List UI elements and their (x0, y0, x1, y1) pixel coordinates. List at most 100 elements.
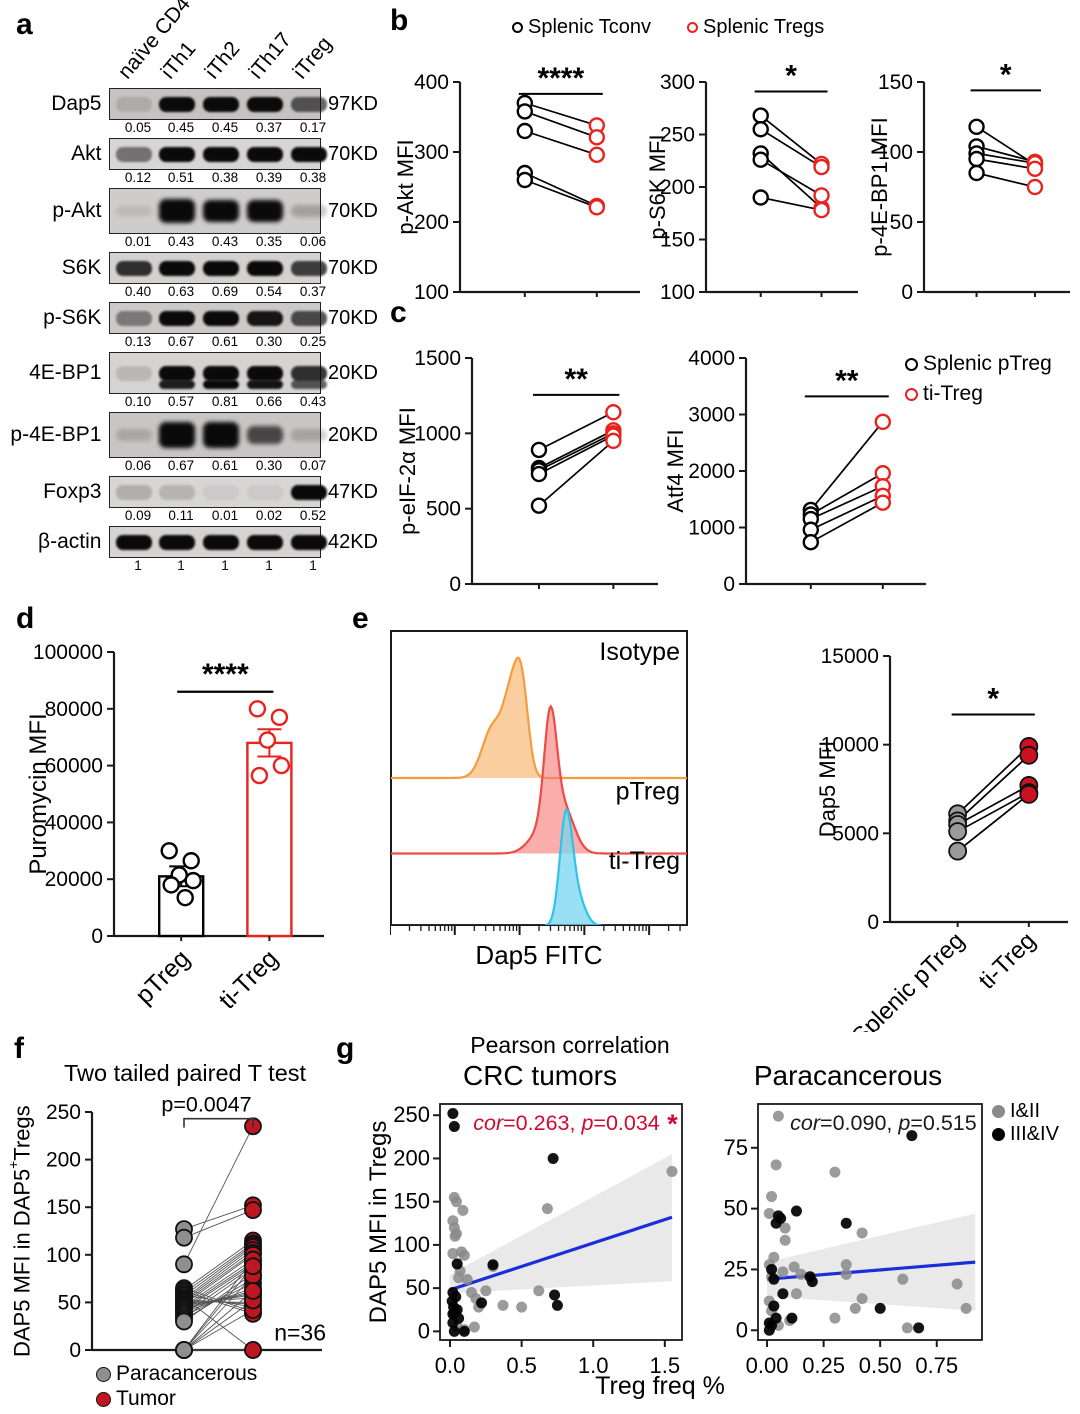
panel-b-legend: Splenic Tconv Splenic Tregs (512, 16, 824, 39)
band-quantification-value: 0.37 (255, 120, 283, 135)
band-quantification-row: 0.12 0.51 0.38 0.39 0.38 (114, 170, 336, 185)
protein-label: Dap5 (51, 92, 102, 115)
svg-text:400: 400 (414, 71, 449, 94)
data-points (175, 1117, 262, 1359)
svg-text:Isotype: Isotype (599, 638, 680, 666)
svg-text:0: 0 (901, 281, 913, 304)
band-quantification-value: 0.07 (299, 458, 327, 473)
band-quantification-value: 0.51 (167, 170, 195, 185)
svg-text:500: 500 (426, 498, 461, 521)
svg-text:ti-Treg: ti-Treg (609, 847, 680, 875)
svg-text:250: 250 (393, 1102, 430, 1127)
red-dot-icon (96, 1391, 111, 1407)
blot-row-4E-BP1: 4E-BP1 20KD (10, 352, 378, 394)
band-quantification-value: 0.66 (255, 394, 283, 409)
svg-text:1500: 1500 (414, 347, 461, 370)
svg-text:0.25: 0.25 (802, 1353, 845, 1378)
molecular-weight-label: 20KD (327, 423, 378, 446)
svg-text:100: 100 (414, 281, 449, 304)
svg-text:20000: 20000 (45, 868, 103, 891)
legend-item-tumor: Tumor (96, 1387, 257, 1411)
protein-label: p-Akt (52, 199, 102, 222)
blot-row-p-4E-BP1: p-4E-BP1 20KD (10, 412, 378, 458)
svg-text:Atf4 MFI: Atf4 MFI (666, 429, 688, 512)
svg-text:0: 0 (69, 1339, 81, 1362)
svg-text:100: 100 (46, 1244, 81, 1267)
panel-f-title: Two tailed paired T test (63, 1060, 307, 1086)
protein-label: 4E-BP1 (29, 361, 102, 384)
band-quantification-value: 0.30 (255, 334, 283, 349)
blot-band (116, 534, 153, 550)
svg-text:15000: 15000 (821, 645, 879, 668)
svg-text:p-S6K MFI: p-S6K MFI (648, 134, 670, 239)
blot-band (291, 96, 328, 112)
legend-label: III&IV (1010, 1123, 1059, 1145)
svg-text:200: 200 (660, 176, 695, 199)
svg-text:ti-Treg: ti-Treg (974, 927, 1041, 994)
blot-band (159, 422, 196, 448)
band-quantification-row: 0.10 0.57 0.81 0.66 0.43 (114, 394, 336, 409)
svg-text:1.0: 1.0 (578, 1353, 609, 1378)
atf4-mfi-chart: 0 1000 2000 3000 4000 Atf4 MFI ** (666, 347, 926, 596)
blot-band (247, 146, 284, 162)
band-quantification-value: 0.39 (255, 170, 283, 185)
blot-band (159, 146, 196, 162)
protein-label: Akt (71, 142, 102, 165)
p-s6k-mfi-chart: 100 150 200 250 300 p-S6K MFI * (648, 59, 858, 304)
pair-lines (976, 126, 1036, 188)
blot-band (247, 260, 284, 276)
blot-image (109, 302, 328, 334)
svg-text:*: * (785, 59, 797, 92)
blot-band (247, 534, 284, 550)
svg-text:100000: 100000 (33, 641, 103, 664)
svg-text:DAP5 MFI in Tregs: DAP5 MFI in Tregs (368, 1121, 392, 1324)
pair-lines (183, 1126, 254, 1351)
svg-text:4000: 4000 (688, 347, 735, 370)
blot-lane-labels: naïve CD4 iTh1 iTh2 iTh17 iTreg (10, 0, 378, 88)
svg-text:1000: 1000 (688, 517, 735, 540)
lane-label: iTh17 (244, 28, 297, 84)
svg-text:pTreg: pTreg (130, 944, 195, 1009)
blot-band (116, 429, 153, 441)
band-quantification-value: 0.06 (299, 234, 327, 249)
svg-text:5000: 5000 (832, 822, 879, 845)
blot-band (159, 534, 196, 550)
molecular-weight-label: 47KD (327, 480, 378, 503)
svg-text:n=36: n=36 (274, 1319, 326, 1345)
blot-band (291, 534, 328, 550)
blot-band (159, 484, 196, 500)
pair-lines (760, 114, 823, 211)
blot-band (116, 205, 153, 217)
svg-text:150: 150 (393, 1189, 430, 1214)
blot-band (159, 260, 196, 276)
svg-text:Splenic pTreg: Splenic pTreg (847, 927, 970, 1032)
data-points (516, 94, 606, 216)
legend-item-ti-treg: ti-Treg (905, 382, 1052, 406)
data-points (752, 107, 830, 219)
blot-band (159, 365, 196, 381)
band-quantification-row: 0.01 0.43 0.43 0.35 0.06 (114, 234, 336, 249)
svg-text:**: ** (835, 364, 859, 397)
panel-b-letter: b (390, 4, 409, 37)
svg-text:p-Akt MFI: p-Akt MFI (396, 139, 418, 234)
svg-text:Dap5 FITC: Dap5 FITC (475, 940, 602, 970)
blot-band (247, 96, 284, 112)
pair-lines (810, 421, 884, 543)
lane-label: iTreg (288, 32, 337, 84)
blot-row-β-actin: β-actin 42KD (10, 526, 378, 558)
protein-label: p-S6K (43, 306, 102, 329)
blot-band (291, 260, 328, 276)
blot-band (116, 310, 153, 326)
svg-text:0: 0 (723, 573, 735, 596)
protein-label: β-actin (38, 530, 102, 553)
blot-band (116, 96, 153, 112)
band-quantification-row: 1 1 1 1 1 (114, 558, 336, 573)
svg-text:40000: 40000 (45, 811, 103, 834)
svg-text:0: 0 (91, 925, 103, 948)
blot-band (159, 380, 196, 389)
svg-text:50: 50 (406, 1275, 430, 1300)
panel-d-letter: d (16, 602, 35, 635)
dap5-mfi-paired-chart: 0 5000 10000 15000 Dap5 MFI * Splenic pTreg ti-… (818, 645, 1068, 1032)
legend-item-stage-1-2: I&II (992, 1100, 1059, 1123)
band-quantification-value: 0.54 (255, 284, 283, 299)
